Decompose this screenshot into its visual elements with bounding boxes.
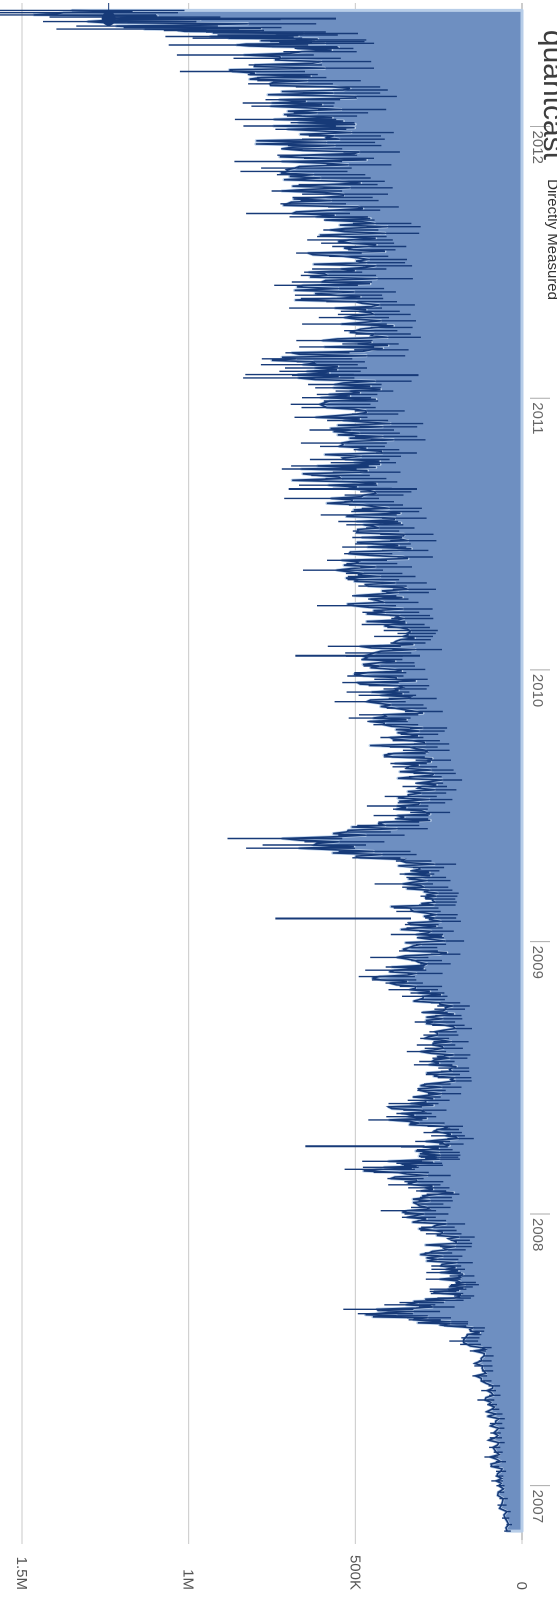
y-tick-label-1m: 1M	[180, 1569, 197, 1590]
x-tick-label-2007: 2007	[529, 1490, 546, 1523]
y-tick-label-0: 0	[513, 1582, 530, 1590]
y-tick-label-1-5m: 1.5M	[13, 1557, 30, 1590]
brand-caption: Directly Measured	[544, 179, 557, 300]
x-tick-label-2012: 2012	[529, 131, 546, 164]
x-tick-label-2011: 2011	[529, 402, 546, 434]
x-tick-label-2010: 2010	[529, 674, 546, 707]
brand-name: quantcast	[537, 30, 557, 161]
brand-logo: Directly Measured quantcast	[537, 30, 557, 300]
y-tick-label-500k: 500K	[346, 1555, 363, 1590]
axis-ticks: 0 500K 1M 1.5M 2007 2008 2009 2010 2011 …	[13, 131, 546, 1590]
x-tick-label-2008: 2008	[529, 1218, 546, 1251]
x-tick-label-2009: 2009	[529, 946, 546, 979]
